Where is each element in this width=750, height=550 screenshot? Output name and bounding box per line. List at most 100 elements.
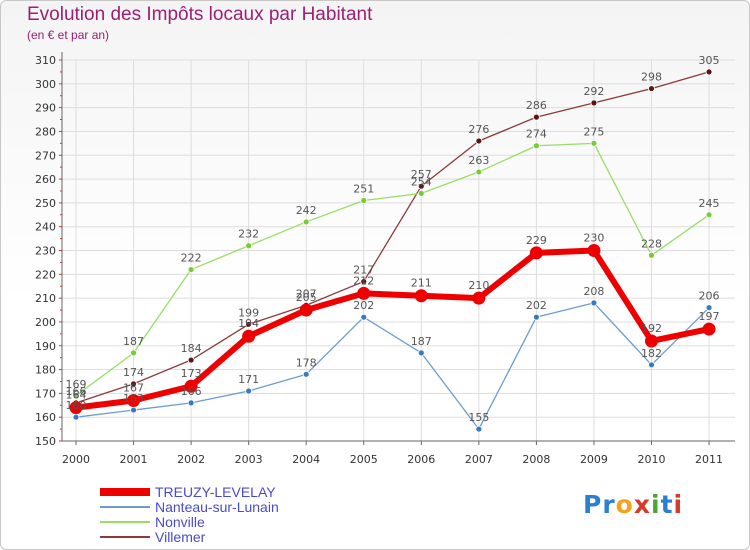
- data-point-treuzy-levelay: [414, 289, 428, 303]
- data-point-treuzy-levelay: [299, 303, 313, 317]
- y-tick-label: 210: [35, 292, 56, 305]
- data-label-nanteau-sur-lunain: 178: [296, 356, 317, 369]
- data-labels: 1661741841992072172572762862922983051691…: [66, 54, 720, 424]
- x-tick-label: 2005: [350, 453, 378, 466]
- data-label-villemer: 286: [526, 99, 547, 112]
- y-tick-label: 240: [35, 221, 56, 234]
- data-point-villemer: [130, 380, 137, 388]
- logo-letter: t: [660, 490, 674, 519]
- data-label-nonville: 263: [468, 154, 489, 167]
- data-label-villemer: 305: [699, 54, 720, 67]
- data-label-nonville: 187: [123, 335, 144, 348]
- data-label-nanteau-sur-lunain: 202: [526, 299, 547, 312]
- data-point-nonville: [417, 189, 425, 197]
- data-label-nanteau-sur-lunain: 160: [66, 399, 87, 412]
- data-point-villemer: [417, 182, 425, 190]
- legend-label-nonville: Nonville: [155, 514, 205, 530]
- data-point-villemer: [533, 113, 540, 121]
- data-point-nonville: [245, 242, 253, 250]
- y-tick-label: 290: [35, 102, 56, 115]
- y-tick-label: 230: [35, 245, 56, 258]
- series-line-nonville: [75, 142, 710, 397]
- data-point-nanteau-sur-lunain: [417, 349, 425, 357]
- data-point-nonville: [302, 218, 310, 226]
- logo-letter: P: [583, 490, 603, 519]
- data-label-nonville: 254: [411, 175, 432, 188]
- data-point-treuzy-levelay: [587, 244, 601, 257]
- data-point-treuzy-levelay: [702, 322, 716, 336]
- y-tick-label: 300: [35, 78, 56, 91]
- y-tick-label: 160: [35, 411, 56, 424]
- grid-lines: [62, 59, 735, 442]
- data-label-treuzy-levelay: 230: [583, 232, 604, 245]
- x-tick-label: 2001: [120, 453, 148, 466]
- data-label-treuzy-levelay: 173: [181, 367, 202, 380]
- data-point-treuzy-levelay: [127, 394, 141, 408]
- data-label-nonville: 274: [526, 128, 547, 141]
- legend-label-treuzy-levelay: TREUZY-LEVELAY: [155, 484, 276, 500]
- y-tick-label: 190: [35, 340, 56, 353]
- y-tick-label: 260: [35, 173, 56, 186]
- y-tick-label: 220: [35, 268, 56, 281]
- data-label-nanteau-sur-lunain: 208: [583, 285, 604, 298]
- data-label-nanteau-sur-lunain: 166: [181, 385, 202, 398]
- data-point-treuzy-levelay: [645, 334, 658, 348]
- data-point-nanteau-sur-lunain: [590, 299, 598, 307]
- logo-letter: i: [651, 490, 661, 519]
- data-label-nanteau-sur-lunain: 187: [411, 335, 432, 348]
- y-tick-label: 170: [35, 387, 56, 400]
- x-tick-label: 2003: [235, 453, 263, 466]
- x-tick-label: 2004: [292, 453, 320, 466]
- data-point-nanteau-sur-lunain: [360, 313, 368, 321]
- data-point-treuzy-levelay: [242, 329, 256, 343]
- data-label-villemer: 276: [468, 123, 489, 136]
- data-label-treuzy-levelay: 192: [641, 322, 662, 335]
- logo-letter: r: [602, 490, 616, 519]
- data-label-villemer: 207: [296, 287, 317, 300]
- series-line-nanteau-sur-lunain: [75, 302, 710, 430]
- data-label-villemer: 257: [411, 168, 432, 181]
- data-label-nonville: 251: [353, 182, 374, 195]
- axes: 150 160 170 180 190 200 210 220 230 240 250 260 270 2…: [35, 52, 735, 466]
- data-label-nonville: 242: [296, 204, 317, 217]
- chart-title: Evolution des Impôts locaux par Habitant: [27, 4, 373, 25]
- y-tick-label: 200: [35, 316, 56, 329]
- proxiti-logo: Proxiti: [583, 490, 683, 519]
- data-label-nanteau-sur-lunain: 182: [641, 347, 662, 360]
- data-point-nonville: [187, 266, 195, 273]
- data-label-villemer: 217: [353, 263, 374, 276]
- data-point-villemer: [475, 137, 483, 145]
- data-point-villemer: [360, 278, 368, 285]
- data-label-villemer: 166: [66, 385, 87, 398]
- series-line-treuzy-levelay: [73, 247, 713, 411]
- data-point-nonville: [648, 251, 655, 259]
- x-tick-label: 2000: [62, 453, 90, 466]
- x-tick-label: 2007: [465, 453, 493, 466]
- data-label-treuzy-levelay: 164: [66, 389, 87, 402]
- data-label-nanteau-sur-lunain: 171: [238, 373, 259, 386]
- data-point-villemer: [648, 85, 655, 92]
- data-point-nanteau-sur-lunain: [245, 387, 253, 395]
- y-tick-label: 270: [35, 149, 56, 162]
- data-point-nonville: [130, 349, 137, 357]
- y-tick-label: 310: [35, 54, 56, 67]
- x-tick-label: 2006: [407, 453, 435, 466]
- data-point-nonville: [705, 211, 713, 219]
- data-label-nonville: 228: [641, 237, 662, 250]
- data-point-nanteau-sur-lunain: [705, 304, 713, 312]
- data-label-nanteau-sur-lunain: 206: [699, 290, 720, 303]
- data-point-villemer: [245, 320, 253, 328]
- data-label-treuzy-levelay: 210: [468, 279, 489, 292]
- data-label-nonville: 169: [66, 378, 87, 391]
- data-label-villemer: 199: [238, 306, 259, 319]
- data-label-treuzy-levelay: 194: [238, 317, 259, 330]
- data-label-treuzy-levelay: 211: [411, 277, 432, 290]
- y-tick-label: 180: [35, 364, 56, 377]
- data-point-nanteau-sur-lunain: [648, 361, 655, 369]
- series-line-villemer: [75, 71, 710, 404]
- x-tick-label: 2009: [580, 453, 608, 466]
- data-point-nonville: [72, 392, 80, 400]
- data-point-nanteau-sur-lunain: [130, 406, 137, 414]
- logo-letter: i: [673, 490, 684, 519]
- data-point-nonville: [590, 139, 598, 147]
